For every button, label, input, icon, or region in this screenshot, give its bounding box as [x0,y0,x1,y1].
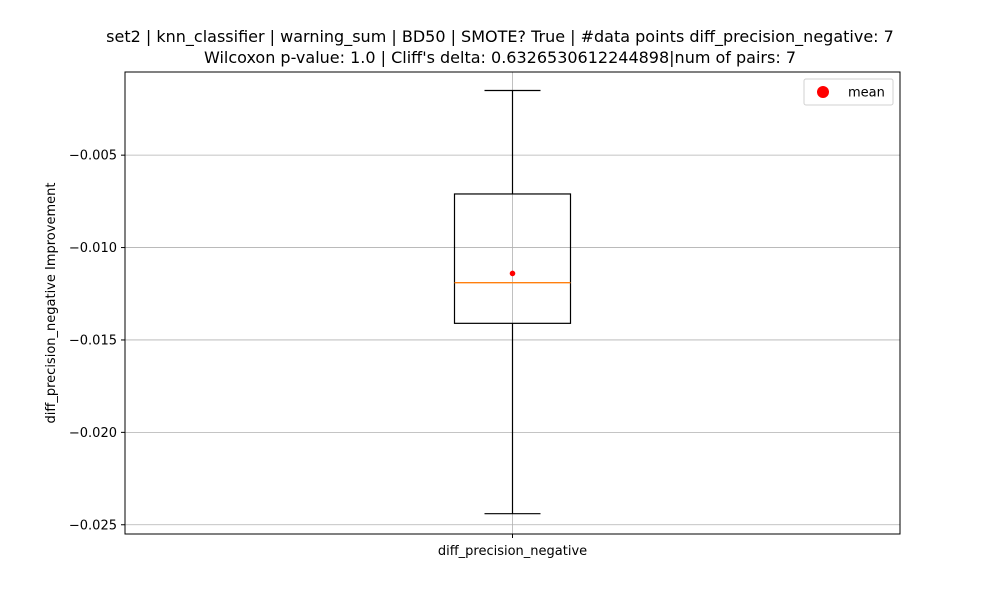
y-tick-label: −0.015 [69,333,117,348]
plot-layer [453,89,572,515]
chart-title-line-1: set2 | knn_classifier | warning_sum | BD… [106,27,894,46]
axis-layer: −0.005 −0.010 −0.015 −0.020 −0.025 diff_preci… [69,149,587,559]
mean-marker [509,270,516,277]
y-axis-label: diff_precision_negative Improvement [44,183,59,424]
y-tick-label: −0.020 [69,426,117,441]
legend-mean-label: mean [848,86,885,101]
y-tick-label: −0.010 [69,241,117,256]
iqr-box [453,193,572,324]
legend-box [803,78,894,106]
legend: mean [803,78,894,106]
x-tick-label: diff_precision_negative [438,544,587,559]
y-tick-label: −0.005 [69,149,117,164]
legend-mean-marker [817,86,829,98]
chart-title-line-2: Wilcoxon p-value: 1.0 | Cliff's delta: 0… [203,48,796,67]
y-tick-label: −0.025 [69,518,117,533]
